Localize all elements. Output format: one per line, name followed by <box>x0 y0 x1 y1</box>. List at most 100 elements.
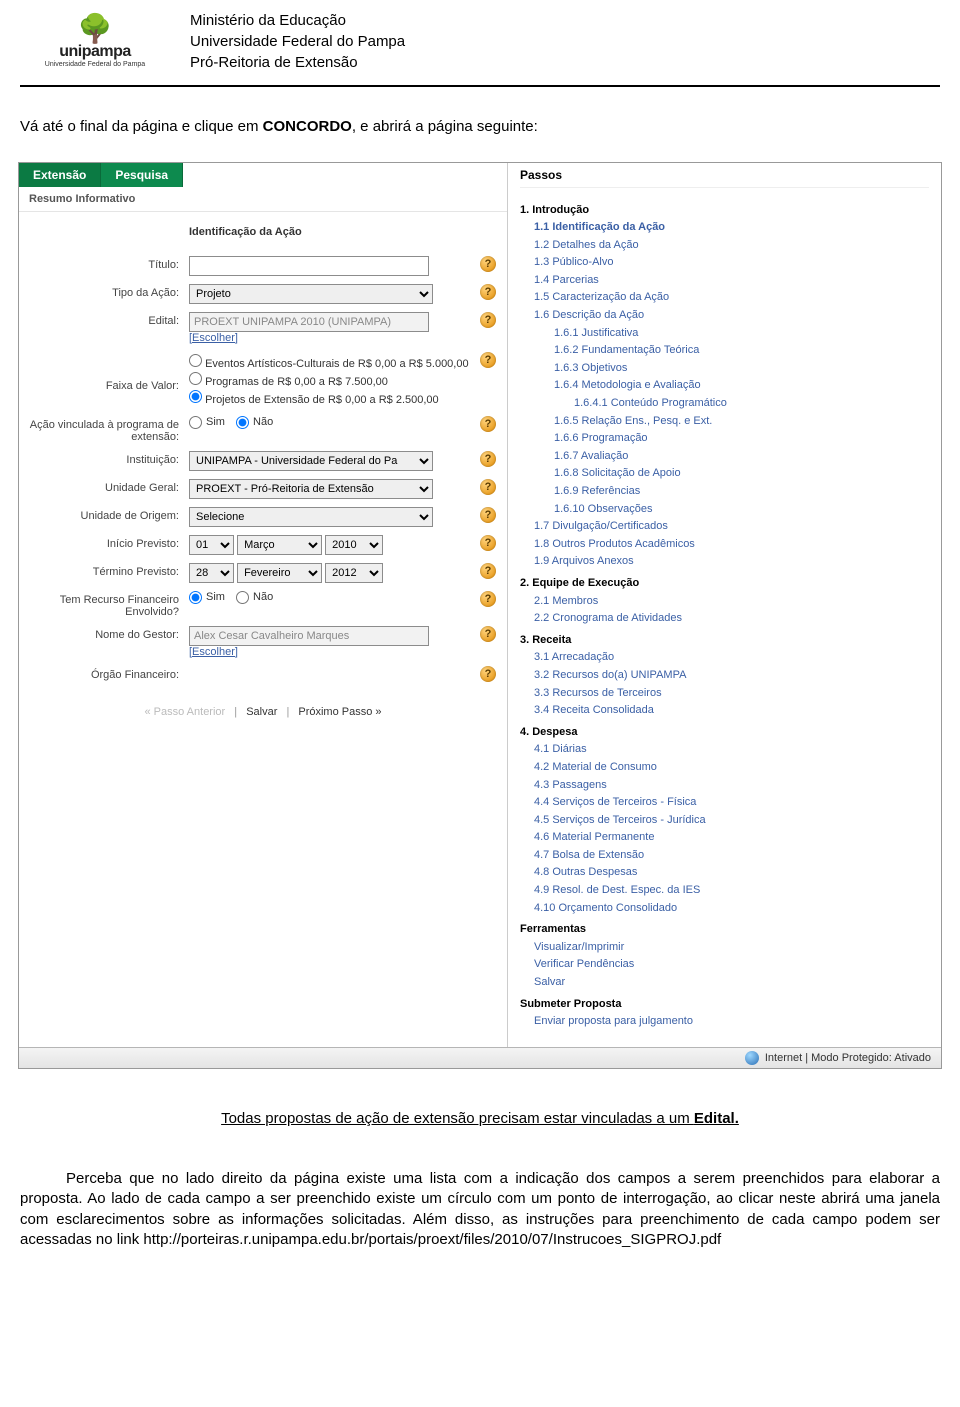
step-1-6-4[interactable]: 1.6.4 Metodologia e Avaliação <box>520 377 929 395</box>
input-titulo[interactable] <box>189 256 429 276</box>
step-4-2[interactable]: 4.2 Material de Consumo <box>520 759 929 777</box>
step-2-1[interactable]: 2.1 Membros <box>520 593 929 611</box>
step-3-2[interactable]: 3.2 Recursos do(a) UNIPAMPA <box>520 667 929 685</box>
step-4-1[interactable]: 4.1 Diárias <box>520 741 929 759</box>
radio-recurso-sim[interactable] <box>189 591 202 604</box>
label-orgao: Órgão Financeiro: <box>19 666 189 681</box>
select-inicio-mes[interactable]: Março <box>237 535 322 555</box>
step-1-6-10[interactable]: 1.6.10 Observações <box>520 501 929 519</box>
step-1-4[interactable]: 1.4 Parcerias <box>520 272 929 290</box>
step-4-6[interactable]: 4.6 Material Permanente <box>520 829 929 847</box>
label-unidade-origem: Unidade de Origem: <box>19 507 189 522</box>
link-escolher-edital[interactable]: [Escolher] <box>189 332 238 344</box>
step-1-6-8[interactable]: 1.6.8 Solicitação de Apoio <box>520 465 929 483</box>
save-button[interactable]: Salvar <box>246 706 277 718</box>
radio-vinc-nao[interactable] <box>236 416 249 429</box>
ministry-line-1: Ministério da Educação <box>190 10 405 31</box>
text-sim: Sim <box>206 416 225 428</box>
step-1-6-2[interactable]: 1.6.2 Fundamentação Teórica <box>520 342 929 360</box>
link-enviar-proposta[interactable]: Enviar proposta para julgamento <box>520 1013 929 1031</box>
help-icon[interactable]: ? <box>480 666 496 682</box>
faixa-3-text: Projetos de Extensão de R$ 0,00 a R$ 2.5… <box>205 394 439 406</box>
text-nao2: Não <box>253 591 273 603</box>
help-icon[interactable]: ? <box>480 352 496 368</box>
intro-post: , e abrirá a página seguinte: <box>352 118 538 135</box>
select-termino-ano[interactable]: 2012 <box>325 563 383 583</box>
select-inicio-ano[interactable]: 2010 <box>325 535 383 555</box>
step-1-6-6[interactable]: 1.6.6 Programação <box>520 430 929 448</box>
step-1-6-1[interactable]: 1.6.1 Justificativa <box>520 325 929 343</box>
step-1-6-3[interactable]: 1.6.3 Objetivos <box>520 360 929 378</box>
select-unidade-origem[interactable]: Selecione <box>189 507 433 527</box>
step-1-6-7[interactable]: 1.6.7 Avaliação <box>520 448 929 466</box>
step-4-9[interactable]: 4.9 Resol. de Dest. Espec. da IES <box>520 882 929 900</box>
help-icon[interactable]: ? <box>480 591 496 607</box>
step-1-6[interactable]: 1.6 Descrição da Ação <box>520 307 929 325</box>
step-1-7[interactable]: 1.7 Divulgação/Certificados <box>520 518 929 536</box>
help-icon[interactable]: ? <box>480 312 496 328</box>
step-3-3[interactable]: 3.3 Recursos de Terceiros <box>520 685 929 703</box>
radio-faixa-1[interactable] <box>189 354 202 367</box>
ferramentas-heading: Ferramentas <box>520 921 929 939</box>
help-icon[interactable]: ? <box>480 256 496 272</box>
help-icon[interactable]: ? <box>480 563 496 579</box>
help-icon[interactable]: ? <box>480 535 496 551</box>
form-column: Extensão Pesquisa Resumo Informativo Ide… <box>19 163 507 736</box>
step-1-1[interactable]: 1.1 Identificação da Ação <box>520 219 929 237</box>
radio-vinc-sim[interactable] <box>189 416 202 429</box>
tool-verificar[interactable]: Verificar Pendências <box>520 956 929 974</box>
link-escolher-gestor[interactable]: [Escolher] <box>189 646 238 658</box>
select-tipo[interactable]: Projeto <box>189 284 433 304</box>
next-step[interactable]: Próximo Passo » <box>298 706 381 718</box>
help-icon[interactable]: ? <box>480 626 496 642</box>
app-window: Extensão Pesquisa Resumo Informativo Ide… <box>18 162 942 1069</box>
help-icon[interactable]: ? <box>480 416 496 432</box>
step-4-5[interactable]: 4.5 Serviços de Terceiros - Jurídica <box>520 812 929 830</box>
step-4-3[interactable]: 4.3 Passagens <box>520 777 929 795</box>
label-instituicao: Instituição: <box>19 451 189 466</box>
tool-salvar[interactable]: Salvar <box>520 974 929 992</box>
step-2-2[interactable]: 2.2 Cronograma de Atividades <box>520 610 929 628</box>
select-unidade-geral[interactable]: PROEXT - Pró-Reitoria de Extensão <box>189 479 433 499</box>
step-1-3[interactable]: 1.3 Público-Alvo <box>520 254 929 272</box>
help-icon[interactable]: ? <box>480 479 496 495</box>
label-gestor: Nome do Gestor: <box>19 626 189 641</box>
tab-pesquisa[interactable]: Pesquisa <box>101 163 183 187</box>
help-icon[interactable]: ? <box>480 451 496 467</box>
help-icon[interactable]: ? <box>480 507 496 523</box>
help-icon[interactable]: ? <box>480 284 496 300</box>
step-4-10[interactable]: 4.10 Orçamento Consolidado <box>520 900 929 918</box>
step-1: 1. Introdução <box>520 202 929 220</box>
status-text: Internet | Modo Protegido: Ativado <box>765 1052 931 1064</box>
note-text: Todas propostas de ação de extensão prec… <box>20 1109 940 1129</box>
step-3-4[interactable]: 3.4 Receita Consolidada <box>520 702 929 720</box>
input-gestor <box>189 626 429 646</box>
select-inicio-dia[interactable]: 01 <box>189 535 234 555</box>
step-1-6-4-1[interactable]: 1.6.4.1 Conteúdo Programático <box>520 395 929 413</box>
step-4-8[interactable]: 4.8 Outras Despesas <box>520 864 929 882</box>
step-1-2[interactable]: 1.2 Detalhes da Ação <box>520 237 929 255</box>
step-1-9[interactable]: 1.9 Arquivos Anexos <box>520 553 929 571</box>
step-1-5[interactable]: 1.5 Caracterização da Ação <box>520 289 929 307</box>
radio-faixa-2[interactable] <box>189 372 202 385</box>
step-4-7[interactable]: 4.7 Bolsa de Extensão <box>520 847 929 865</box>
step-4-4[interactable]: 4.4 Serviços de Terceiros - Física <box>520 794 929 812</box>
section-title: Identificação da Ação <box>19 212 507 252</box>
intro-text: Vá até o final da página e clique em CON… <box>20 117 940 137</box>
radio-faixa-3[interactable] <box>189 390 202 403</box>
radio-recurso-nao[interactable] <box>236 591 249 604</box>
label-faixa: Faixa de Valor: <box>19 352 189 392</box>
select-termino-mes[interactable]: Fevereiro <box>237 563 322 583</box>
step-1-8[interactable]: 1.8 Outros Produtos Acadêmicos <box>520 536 929 554</box>
faixa-2-text: Programas de R$ 0,00 a R$ 7.500,00 <box>205 376 388 388</box>
step-1-6-9[interactable]: 1.6.9 Referências <box>520 483 929 501</box>
step-3-1[interactable]: 3.1 Arrecadação <box>520 649 929 667</box>
tab-extensao[interactable]: Extensão <box>19 163 101 187</box>
step-3: 3. Receita <box>520 632 929 650</box>
tool-visualizar[interactable]: Visualizar/Imprimir <box>520 939 929 957</box>
select-instituicao[interactable]: UNIPAMPA - Universidade Federal do Pa <box>189 451 433 471</box>
step-1-6-5[interactable]: 1.6.5 Relação Ens., Pesq. e Ext. <box>520 413 929 431</box>
input-edital <box>189 312 429 332</box>
select-termino-dia[interactable]: 28 <box>189 563 234 583</box>
label-acao-vinculada: Ação vinculada à programa de extensão: <box>19 416 189 443</box>
